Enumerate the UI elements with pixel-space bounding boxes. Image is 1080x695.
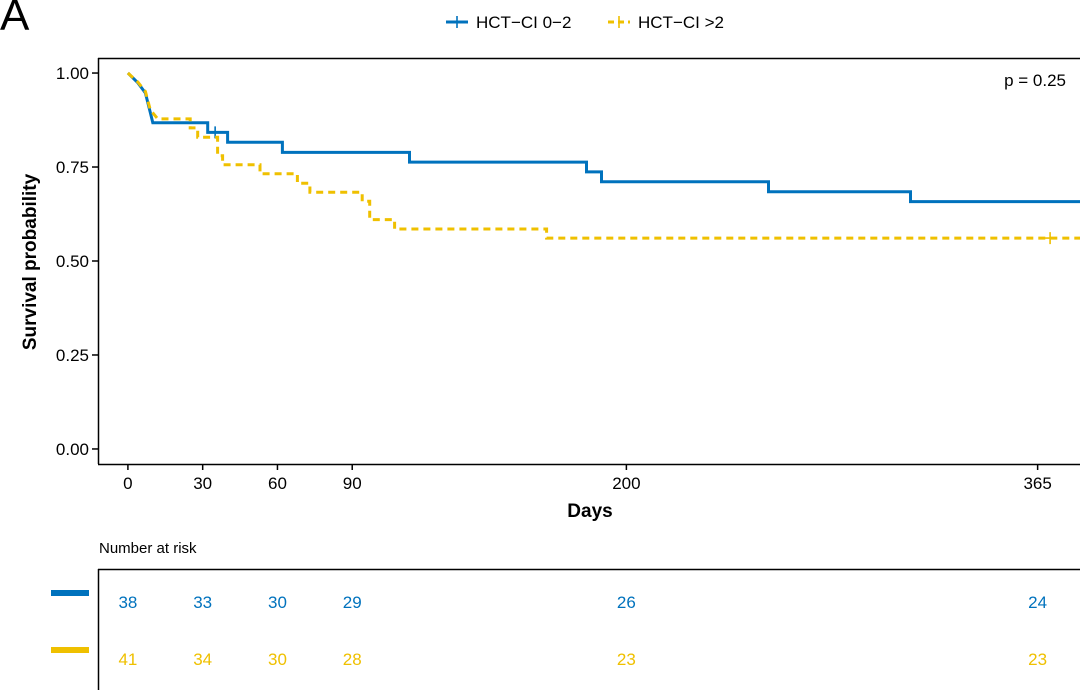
risk-value: 41 — [118, 650, 137, 669]
x-tick-label: 60 — [268, 474, 287, 493]
legend-label: HCT−CI 0−2 — [476, 13, 571, 32]
y-axis: 0.00 0.25 0.50 0.75 1.00 — [56, 64, 98, 459]
p-value-annotation: p = 0.25 — [1004, 71, 1066, 90]
risk-table-title: Number at risk — [99, 540, 197, 557]
panel-label: A — [0, 0, 30, 40]
risk-value: 33 — [193, 593, 212, 612]
x-tick-label: 365 — [1023, 474, 1051, 493]
risk-table: Number at risk 38 33 30 29 26 24 41 34 30 28 23 23 — [51, 540, 1080, 690]
y-tick-label: 0.00 — [56, 440, 89, 459]
x-tick-label: 90 — [343, 474, 362, 493]
y-tick-label: 1.00 — [56, 64, 89, 83]
censor-mark — [1045, 232, 1056, 245]
x-tick-label: 30 — [193, 474, 212, 493]
y-tick-label: 0.25 — [56, 346, 89, 365]
risk-value: 30 — [268, 650, 287, 669]
risk-value: 23 — [617, 650, 636, 669]
series-line-1 — [126, 71, 1080, 204]
y-tick-label: 0.75 — [56, 158, 89, 177]
survival-curves — [126, 71, 1080, 245]
risk-table-rows: 38 33 30 29 26 24 41 34 30 28 23 23 — [51, 590, 1047, 669]
risk-value: 26 — [617, 593, 636, 612]
y-tick-label: 0.50 — [56, 252, 89, 271]
legend: HCT−CI 0−2 HCT−CI >2 — [446, 13, 724, 32]
x-axis: 0 30 60 90 200 365 — [123, 464, 1052, 493]
risk-value: 24 — [1028, 593, 1047, 612]
legend-label: HCT−CI >2 — [638, 13, 724, 32]
risk-value: 29 — [343, 593, 362, 612]
x-tick-label: 0 — [123, 474, 132, 493]
risk-value: 38 — [118, 593, 137, 612]
plot-area: 0.00 0.25 0.50 0.75 1.00 0 30 60 90 200 365 p = 0… — [56, 57, 1080, 493]
risk-value: 28 — [343, 650, 362, 669]
risk-value: 34 — [193, 650, 212, 669]
series-line-2 — [126, 71, 1080, 240]
risk-value: 30 — [268, 593, 287, 612]
x-axis-title: Days — [567, 501, 612, 522]
risk-value: 23 — [1028, 650, 1047, 669]
x-tick-label: 200 — [612, 474, 640, 493]
y-axis-title: Survival probability — [20, 173, 41, 350]
